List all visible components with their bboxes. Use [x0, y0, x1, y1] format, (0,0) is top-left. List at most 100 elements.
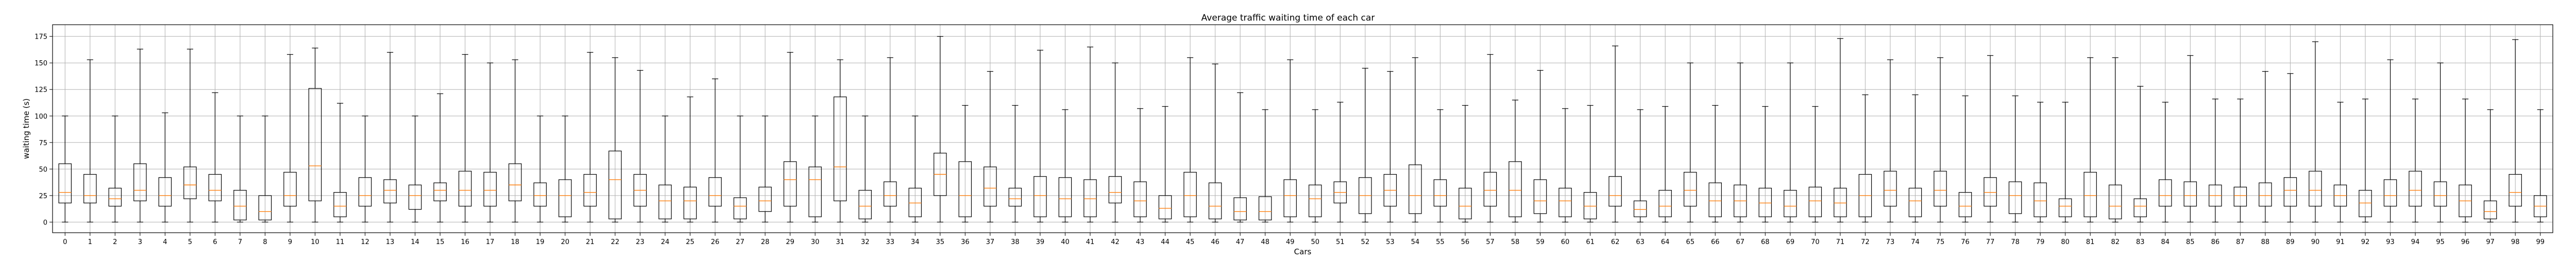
box-62 [1608, 45, 1622, 222]
box-91 [2333, 101, 2347, 222]
x-tick-label: 36 [961, 238, 970, 246]
x-tick-label: 24 [661, 238, 670, 246]
x-tick-label: 72 [1861, 238, 1870, 246]
x-tick-label: 10 [311, 238, 319, 246]
x-tick-label: 1 [88, 238, 92, 246]
box-1 [83, 59, 97, 222]
iqr-box [1208, 182, 1222, 219]
box-98 [2509, 39, 2522, 222]
box-50 [1309, 109, 1322, 222]
iqr-box [283, 171, 297, 207]
grid-lines [53, 25, 2553, 233]
x-tick-label: 85 [2186, 238, 2195, 246]
iqr-box [1258, 196, 1272, 220]
box-8 [258, 115, 272, 222]
iqr-box [2183, 181, 2197, 207]
x-tick-label: 51 [1336, 238, 1345, 246]
iqr-box [1834, 187, 1847, 217]
iqr-box [583, 174, 597, 207]
iqr-box [1483, 171, 1497, 207]
iqr-box [808, 166, 822, 217]
x-tick-label: 69 [1786, 238, 1795, 246]
iqr-box [2283, 177, 2297, 207]
box-25 [683, 96, 697, 222]
iqr-box [733, 197, 747, 219]
x-tick-label: 82 [2111, 238, 2120, 246]
x-tick-label: 45 [1186, 238, 1195, 246]
box-34 [908, 115, 922, 222]
iqr-box [2259, 182, 2272, 207]
iqr-box [1708, 182, 1722, 217]
box-84 [2159, 101, 2172, 222]
box-37 [984, 71, 997, 222]
iqr-box [2058, 198, 2072, 217]
iqr-box [258, 195, 272, 220]
x-tick-label: 13 [386, 238, 395, 246]
iqr-box [1558, 187, 1572, 217]
x-tick-label: 50 [1311, 238, 1319, 246]
x-tick-label: 0 [63, 238, 67, 246]
x-tick-label: 64 [1661, 238, 1670, 246]
box-99 [2534, 109, 2547, 222]
box-69 [1784, 62, 1797, 222]
box-33 [884, 57, 897, 222]
box-36 [958, 105, 972, 222]
box-87 [2233, 98, 2247, 222]
iqr-box [2133, 198, 2147, 217]
x-tick-label: 7 [238, 238, 242, 246]
box-24 [658, 115, 672, 222]
y-tick-label: 0 [43, 219, 47, 227]
iqr-box [758, 186, 772, 212]
box-15 [433, 93, 447, 222]
iqr-box [533, 182, 547, 207]
x-tick-label: 61 [1586, 238, 1595, 246]
iqr-box [1509, 161, 1522, 217]
box-30 [808, 115, 822, 222]
x-tick-label: 59 [1536, 238, 1545, 246]
x-tick-label: 40 [1061, 238, 1070, 246]
x-tick-label: 83 [2136, 238, 2145, 246]
box-52 [1359, 67, 1372, 222]
iqr-box [1934, 170, 1947, 207]
x-tick-label: 28 [761, 238, 770, 246]
iqr-box [2159, 179, 2172, 207]
iqr-box [1633, 200, 1647, 217]
x-tick-label: 5 [188, 238, 192, 246]
iqr-box [1409, 164, 1422, 214]
iqr-box [233, 189, 247, 220]
box-57 [1483, 54, 1497, 222]
x-tick-label: 97 [2486, 238, 2495, 246]
box-46 [1208, 63, 1222, 222]
y-tick-label: 175 [35, 33, 47, 41]
box-43 [1133, 108, 1147, 222]
x-tick-label: 90 [2311, 238, 2320, 246]
x-tick-label: 41 [1086, 238, 1095, 246]
box-88 [2259, 71, 2272, 222]
y-tick-label: 100 [35, 113, 47, 120]
x-tick-label: 34 [911, 238, 920, 246]
x-tick-label: 47 [1236, 238, 1245, 246]
iqr-box [1133, 181, 1147, 217]
box-73 [1884, 59, 1897, 222]
x-tick-label: 27 [736, 238, 744, 246]
iqr-box [183, 166, 197, 199]
x-tick-label: 54 [1411, 238, 1420, 246]
x-tick-label: 55 [1436, 238, 1445, 246]
x-axis: 0 1 2 3 4 5 6 7 8 9 10 11 12 13 14 15 16 17 18 19 20 21 22 23 24… [63, 233, 2545, 246]
iqr-box [1658, 189, 1672, 217]
iqr-box [1283, 179, 1297, 217]
box-83 [2133, 85, 2147, 222]
box-58 [1509, 99, 1522, 222]
iqr-box [608, 150, 622, 219]
iqr-box [683, 186, 697, 219]
iqr-box [1784, 189, 1797, 217]
box-38 [1008, 105, 1022, 222]
box-79 [2033, 101, 2047, 222]
box-51 [1333, 101, 1347, 222]
iqr-box [958, 161, 972, 217]
x-tick-label: 23 [636, 238, 645, 246]
box-92 [2359, 98, 2372, 222]
box-23 [633, 70, 647, 222]
box-74 [1908, 94, 1922, 222]
